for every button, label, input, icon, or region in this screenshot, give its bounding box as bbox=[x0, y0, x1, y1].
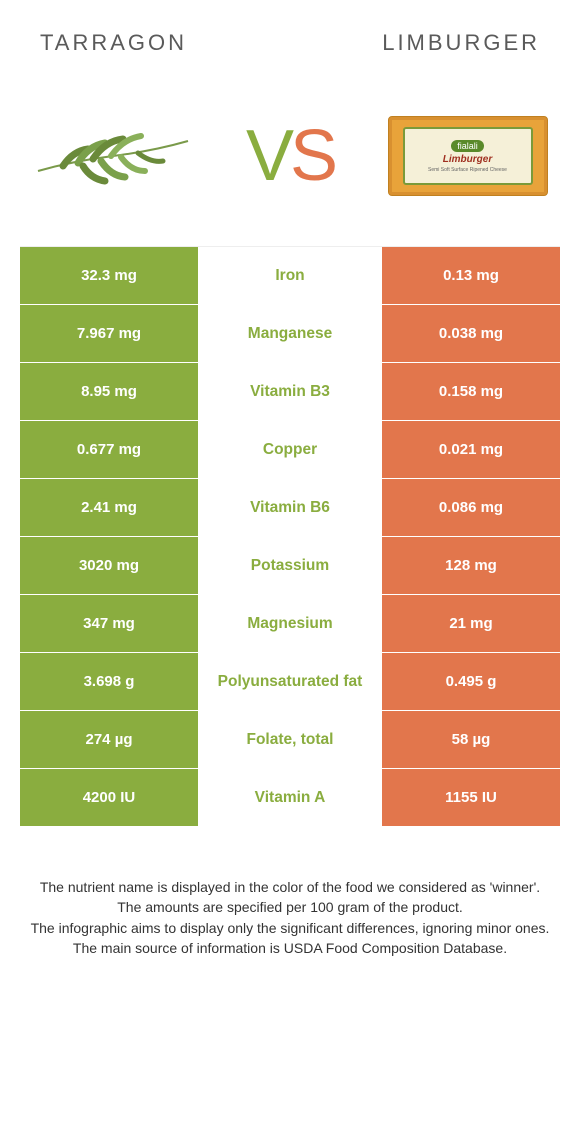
right-value: 1155 IU bbox=[382, 769, 560, 826]
footer-notes: The nutrient name is displayed in the co… bbox=[0, 827, 580, 958]
right-value: 0.495 g bbox=[382, 653, 560, 710]
right-value: 128 mg bbox=[382, 537, 560, 594]
table-row: 347 mgMagnesium21 mg bbox=[20, 595, 560, 653]
nutrient-label: Vitamin B6 bbox=[198, 479, 382, 536]
nutrient-label: Potassium bbox=[198, 537, 382, 594]
right-value: 0.038 mg bbox=[382, 305, 560, 362]
cheese-sub: Semi Soft Surface Ripened Cheese bbox=[428, 167, 507, 173]
right-value: 21 mg bbox=[382, 595, 560, 652]
title-right: LIMBURGER bbox=[382, 30, 540, 56]
nutrient-label: Vitamin A bbox=[198, 769, 382, 826]
herb-icon bbox=[33, 111, 193, 201]
left-value: 8.95 mg bbox=[20, 363, 198, 420]
nutrient-label: Folate, total bbox=[198, 711, 382, 768]
footer-line: The infographic aims to display only the… bbox=[30, 918, 550, 938]
vs-v: V bbox=[246, 116, 290, 196]
vs-label: VS bbox=[246, 115, 334, 197]
left-value: 3.698 g bbox=[20, 653, 198, 710]
nutrient-label: Polyunsaturated fat bbox=[198, 653, 382, 710]
table-row: 7.967 mgManganese0.038 mg bbox=[20, 305, 560, 363]
table-row: 8.95 mgVitamin B30.158 mg bbox=[20, 363, 560, 421]
right-value: 58 µg bbox=[382, 711, 560, 768]
tarragon-image bbox=[30, 106, 195, 206]
footer-line: The nutrient name is displayed in the co… bbox=[30, 877, 550, 897]
footer-line: The amounts are specified per 100 gram o… bbox=[30, 897, 550, 917]
left-value: 7.967 mg bbox=[20, 305, 198, 362]
table-row: 4200 IUVitamin A1155 IU bbox=[20, 769, 560, 827]
left-value: 32.3 mg bbox=[20, 247, 198, 304]
nutrient-label: Magnesium bbox=[198, 595, 382, 652]
nutrient-label: Copper bbox=[198, 421, 382, 478]
limburger-image: fialali Limburger Semi Soft Surface Ripe… bbox=[385, 106, 550, 206]
comparison-table: 32.3 mgIron0.13 mg7.967 mgManganese0.038… bbox=[20, 246, 560, 827]
nutrient-label: Manganese bbox=[198, 305, 382, 362]
table-row: 0.677 mgCopper0.021 mg bbox=[20, 421, 560, 479]
left-value: 2.41 mg bbox=[20, 479, 198, 536]
left-value: 0.677 mg bbox=[20, 421, 198, 478]
table-row: 3.698 gPolyunsaturated fat0.495 g bbox=[20, 653, 560, 711]
left-value: 274 µg bbox=[20, 711, 198, 768]
vs-s: S bbox=[290, 116, 334, 196]
footer-line: The main source of information is USDA F… bbox=[30, 938, 550, 958]
cheese-brand: fialali bbox=[451, 140, 484, 152]
table-row: 2.41 mgVitamin B60.086 mg bbox=[20, 479, 560, 537]
right-value: 0.021 mg bbox=[382, 421, 560, 478]
left-value: 4200 IU bbox=[20, 769, 198, 826]
table-row: 274 µgFolate, total58 µg bbox=[20, 711, 560, 769]
title-left: TARRAGON bbox=[40, 30, 187, 56]
header: TARRAGON LIMBURGER bbox=[0, 0, 580, 56]
nutrient-label: Vitamin B3 bbox=[198, 363, 382, 420]
cheese-name: Limburger bbox=[443, 154, 492, 165]
table-row: 3020 mgPotassium128 mg bbox=[20, 537, 560, 595]
right-value: 0.086 mg bbox=[382, 479, 560, 536]
table-row: 32.3 mgIron0.13 mg bbox=[20, 247, 560, 305]
image-row: VS fialali Limburger Semi Soft Surface R… bbox=[0, 56, 580, 246]
right-value: 0.158 mg bbox=[382, 363, 560, 420]
left-value: 347 mg bbox=[20, 595, 198, 652]
right-value: 0.13 mg bbox=[382, 247, 560, 304]
left-value: 3020 mg bbox=[20, 537, 198, 594]
nutrient-label: Iron bbox=[198, 247, 382, 304]
cheese-box-icon: fialali Limburger Semi Soft Surface Ripe… bbox=[388, 116, 548, 196]
